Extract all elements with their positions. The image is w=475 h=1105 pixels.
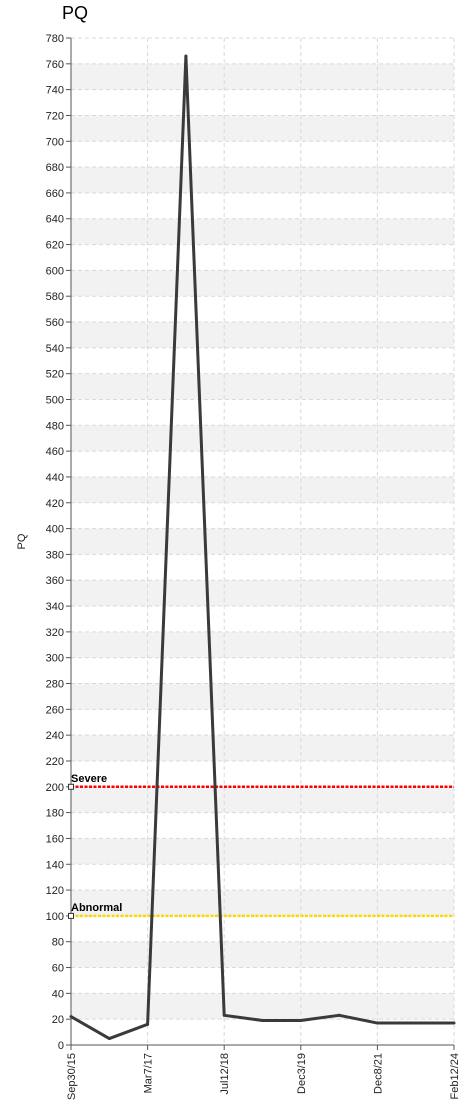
y-tick-label: 600 — [46, 265, 64, 277]
y-tick-label: 220 — [46, 756, 64, 768]
grid-band — [71, 373, 454, 400]
y-tick-label: 60 — [52, 963, 64, 975]
grid-band — [71, 115, 454, 142]
y-tick-label: 260 — [46, 704, 64, 716]
pq-data-point — [299, 1018, 303, 1022]
y-tick-label: 620 — [46, 240, 64, 252]
y-tick-label: 440 — [46, 472, 64, 484]
y-tick-label: 500 — [46, 394, 64, 406]
x-tick-label: Feb12/24 — [449, 1053, 461, 1099]
y-tick-label: 380 — [46, 549, 64, 561]
x-tick-label: Jul12/18 — [219, 1053, 231, 1095]
y-tick-label: 180 — [46, 808, 64, 820]
x-tick-label: Mar7/17 — [143, 1053, 155, 1093]
x-tick-label: Dec3/19 — [296, 1053, 308, 1094]
pq-data-point — [375, 1021, 379, 1025]
threshold-label-abnormal: Abnormal — [71, 902, 122, 914]
y-tick-label: 720 — [46, 110, 64, 122]
y-tick-label: 640 — [46, 214, 64, 226]
grid-band — [71, 476, 454, 503]
y-axis-label: PQ — [16, 533, 28, 549]
y-tick-label: 40 — [52, 988, 64, 1000]
y-tick-label: 400 — [46, 524, 64, 536]
grid-band — [71, 270, 454, 297]
y-tick-label: 80 — [52, 937, 64, 949]
grid-band — [71, 786, 454, 813]
pq-data-point — [146, 1022, 150, 1026]
y-tick-label: 700 — [46, 136, 64, 148]
y-tick-label: 100 — [46, 911, 64, 923]
grid-band — [71, 425, 454, 452]
y-tick-label: 420 — [46, 498, 64, 510]
y-tick-label: 460 — [46, 446, 64, 458]
y-tick-label: 760 — [46, 59, 64, 71]
grid-band — [71, 528, 454, 555]
y-tick-label: 120 — [46, 885, 64, 897]
y-tick-label: 540 — [46, 343, 64, 355]
grid-band — [71, 735, 454, 761]
threshold-label-severe: Severe — [71, 773, 107, 785]
pq-data-point — [452, 1021, 456, 1025]
grid-band — [71, 63, 454, 90]
y-tick-label: 0 — [58, 1040, 64, 1052]
y-tick-label: 20 — [52, 1014, 64, 1026]
pq-data-point — [337, 1013, 341, 1017]
y-tick-label: 200 — [46, 782, 64, 794]
grid-band — [71, 838, 454, 865]
y-tick-label: 740 — [46, 85, 64, 97]
pq-series-line — [70, 54, 454, 1041]
y-tick-label: 160 — [46, 833, 64, 845]
pq-data-point — [107, 1037, 111, 1041]
y-tick-label: 140 — [46, 859, 64, 871]
y-tick-label: 580 — [46, 291, 64, 303]
y-tick-label: 300 — [46, 653, 64, 665]
grid-band — [71, 167, 454, 193]
y-tick-label: 360 — [46, 575, 64, 587]
y-tick-label: 280 — [46, 679, 64, 691]
y-tick-label: 660 — [46, 188, 64, 200]
y-tick-label: 340 — [46, 601, 64, 613]
pq-data-point — [261, 1018, 264, 1022]
grid-band — [71, 322, 454, 348]
y-tick-label: 240 — [46, 730, 64, 742]
pq-data-point — [222, 1013, 226, 1017]
grid-band — [71, 683, 454, 710]
threshold-marker-severe — [68, 783, 74, 790]
threshold-marker-abnormal — [68, 912, 74, 919]
y-tick-label: 780 — [46, 33, 64, 45]
y-tick-label: 480 — [46, 420, 64, 432]
x-tick-label: Dec8/21 — [372, 1053, 384, 1094]
grid-band — [71, 941, 454, 968]
grid-band — [71, 890, 454, 916]
grid-band — [71, 218, 454, 245]
grid-band — [71, 631, 454, 658]
pq-data-point — [184, 54, 188, 58]
x-tick-label: Sep30/15 — [66, 1053, 78, 1100]
y-tick-label: 680 — [46, 162, 64, 174]
pq-data-point — [69, 1015, 73, 1019]
grid-band — [71, 993, 454, 1020]
y-tick-label: 320 — [46, 627, 64, 639]
chart-title: PQ — [62, 3, 89, 23]
y-tick-label: 520 — [46, 369, 64, 381]
y-tick-label: 560 — [46, 317, 64, 329]
grid-band — [71, 580, 454, 607]
